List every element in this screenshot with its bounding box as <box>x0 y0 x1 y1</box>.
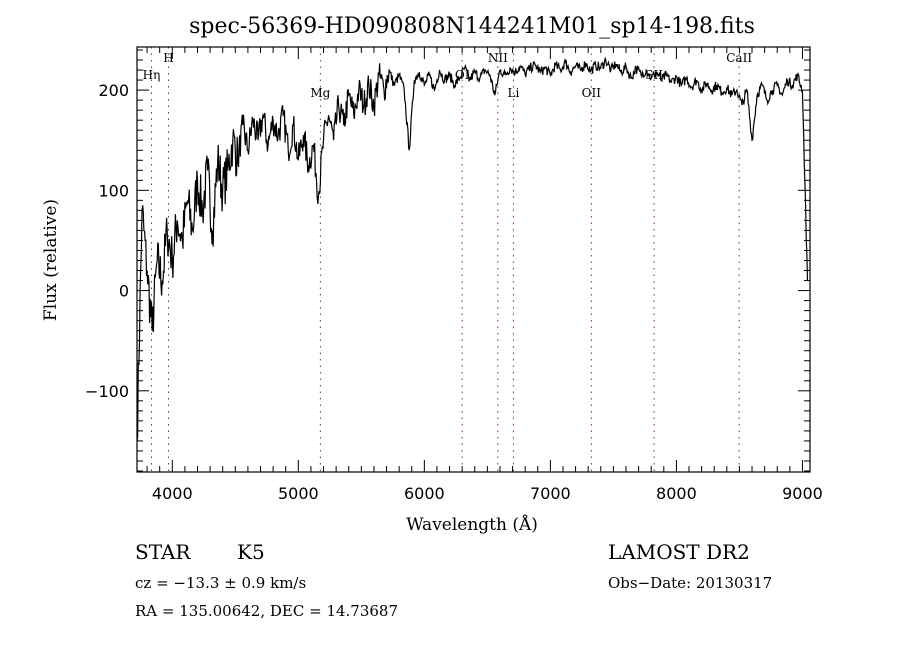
y-axis-label: Flux (relative) <box>41 199 61 321</box>
spectral-line-label: CaII <box>726 51 752 65</box>
spectral-line-label: H <box>163 51 173 65</box>
x-axis-label: Wavelength (Å) <box>406 514 538 535</box>
x-tick-label: 5000 <box>278 484 319 503</box>
chart-title: spec-56369-HD090808N144241M01_sp14-198.f… <box>189 14 755 39</box>
plot-frame <box>136 46 811 473</box>
x-tick-label: 7000 <box>530 484 571 503</box>
spectrum-line <box>136 56 809 441</box>
x-tick-label: 6000 <box>404 484 445 503</box>
x-tick-label: 8000 <box>656 484 697 503</box>
spectral-line-label: Li <box>508 86 520 100</box>
spectral-line-label: NII <box>488 51 508 65</box>
coordinates-label: RA = 135.00642, DEC = 14.73687 <box>135 602 399 620</box>
spectral-line-label: Mg <box>310 86 330 100</box>
survey-label: LAMOST DR2 <box>608 540 750 564</box>
obs-date-label: Obs−Date: 20130317 <box>608 574 773 592</box>
y-tick-label: 200 <box>98 81 129 100</box>
y-tick-label: −100 <box>85 382 129 401</box>
x-tick-label: 4000 <box>152 484 193 503</box>
y-tick-label: 100 <box>98 181 129 200</box>
x-tick-label: 9000 <box>782 484 823 503</box>
spectral-line-label: Hη <box>143 68 161 82</box>
object-class-label: STAR <box>135 540 191 564</box>
redshift-label: cz = −13.3 ± 0.9 km/s <box>135 574 307 592</box>
y-tick-label: 0 <box>119 282 129 301</box>
subclass-label: K5 <box>237 540 265 564</box>
spectral-line-label: OII <box>582 86 602 100</box>
